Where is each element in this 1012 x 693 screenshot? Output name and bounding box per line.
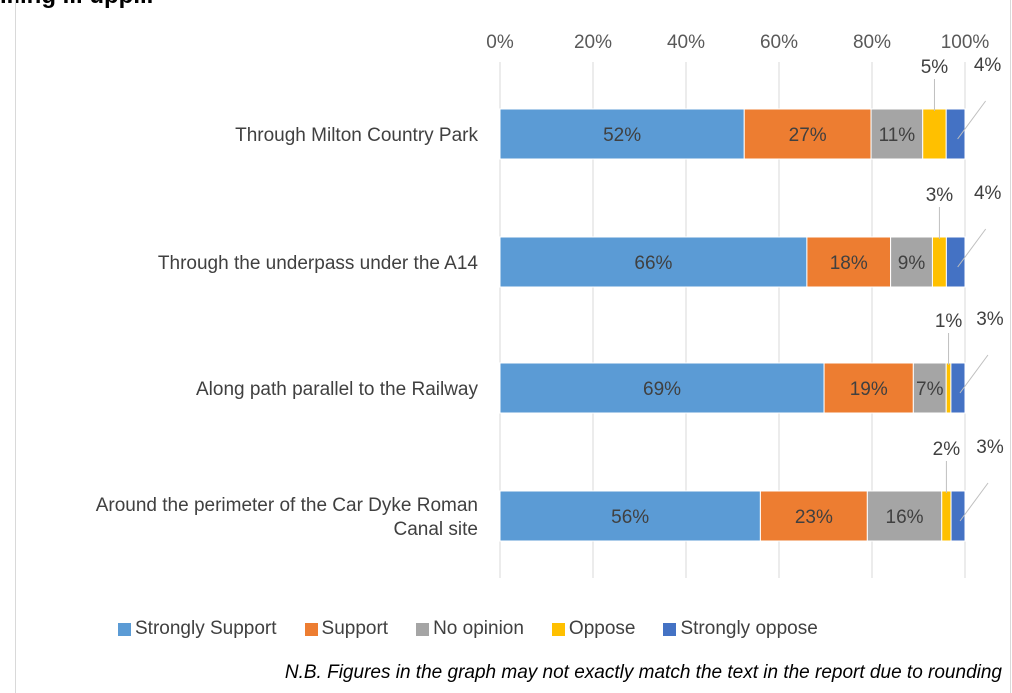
data-label: 3%	[976, 437, 1004, 458]
x-tick-label: 20%	[574, 32, 612, 53]
data-label: 5%	[921, 57, 949, 78]
bar-strongly-oppose	[950, 362, 966, 414]
data-label: 4%	[974, 55, 1002, 76]
legend-item: Strongly oppose	[663, 618, 818, 640]
chart-heading: ...ing ... upp...	[0, 0, 153, 10]
stacked-bar-chart: 0% 20% 40% 60% 80% 100% Through Milton Country…	[96, 32, 1004, 578]
bar-support	[806, 236, 892, 288]
bar-strongly-oppose	[950, 490, 966, 542]
chart-frame	[15, 0, 1011, 693]
data-label: 56%	[611, 507, 649, 528]
data-label: 11%	[879, 125, 916, 146]
bar-strongly-oppose	[945, 236, 966, 288]
bar-no-opinion	[890, 236, 933, 288]
legend-label: Oppose	[568, 618, 636, 639]
legend-item: Oppose	[551, 618, 636, 640]
bar-strongly-support	[499, 236, 808, 288]
data-label: 52%	[603, 125, 641, 146]
data-label: 2%	[933, 439, 961, 460]
x-tick-label: 80%	[853, 32, 891, 53]
x-tick-label: 100%	[941, 32, 990, 53]
category-label: Along path parallel to the Railway	[196, 379, 479, 400]
data-label: 27%	[789, 125, 827, 146]
bar-oppose	[922, 108, 947, 160]
category-label: Through Milton Country Park	[235, 125, 478, 146]
bar-oppose	[941, 490, 952, 542]
data-label: 1%	[935, 311, 963, 332]
bar-strongly-oppose	[945, 108, 966, 160]
x-tick-label: 60%	[760, 32, 798, 53]
bar-strongly-support	[499, 490, 761, 542]
legend-swatch	[304, 622, 318, 636]
leader-line	[957, 228, 987, 268]
bar-strongly-support	[499, 362, 825, 414]
legend-item: Support	[304, 618, 389, 640]
data-label: 9%	[898, 253, 926, 274]
leader-line	[959, 482, 989, 522]
legend-swatch	[416, 622, 430, 636]
footnote: N.B. Figures in the graph may not exactl…	[284, 662, 1002, 683]
data-label: 4%	[974, 183, 1002, 204]
bar-strongly-support	[499, 108, 745, 160]
leader-line	[957, 100, 987, 140]
x-tick-label: 40%	[667, 32, 705, 53]
legend-item: No opinion	[416, 618, 524, 640]
x-tick-label: 0%	[486, 32, 514, 53]
category-label: Through the underpass under the A14	[158, 253, 479, 274]
chart-legend: Strongly Support Support No opinion Oppose S…	[118, 618, 818, 640]
bar-no-opinion	[870, 108, 924, 160]
data-label: 18%	[830, 253, 868, 274]
leader-line	[959, 354, 989, 394]
category-label: Around the perimeter of the Car Dyke Rom…	[96, 495, 478, 540]
data-label: 16%	[886, 507, 924, 528]
bar-support	[743, 108, 872, 160]
legend-swatch	[551, 622, 565, 636]
bar-oppose	[931, 236, 947, 288]
legend-label: Strongly Support	[135, 618, 277, 639]
legend-label: Strongly oppose	[680, 618, 818, 639]
bar-oppose	[945, 362, 952, 414]
legend-label: Support	[321, 618, 389, 639]
legend-swatch	[118, 622, 131, 636]
bar-support	[759, 490, 868, 542]
data-label: 66%	[634, 253, 672, 274]
legend-label: No opinion	[433, 618, 524, 639]
legend-swatch	[663, 622, 677, 636]
data-label: 3%	[976, 309, 1004, 330]
data-label: 23%	[795, 507, 833, 528]
legend-item: Strongly Support	[118, 618, 277, 640]
data-label: 69%	[643, 379, 681, 400]
data-label: 3%	[926, 185, 954, 206]
data-label: 19%	[850, 379, 888, 400]
data-label: 7%	[916, 379, 944, 400]
bar-no-opinion	[912, 362, 947, 414]
